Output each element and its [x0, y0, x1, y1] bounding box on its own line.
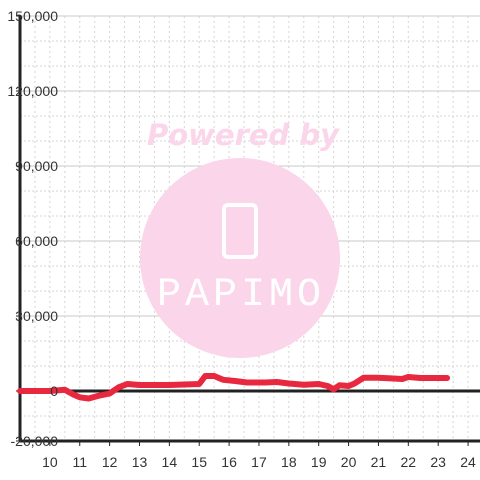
y-tick-label: 90,000 — [15, 158, 58, 174]
watermark-brand: PAPIMO — [157, 273, 325, 318]
data-point — [392, 378, 394, 379]
data-point — [363, 377, 365, 379]
data-point — [303, 384, 305, 386]
y-axis-tick-labels: 150,000 120,000 90,000 60,000 30,000 0 -20,000 — [7, 8, 58, 449]
data-point — [419, 377, 421, 379]
data-point — [138, 384, 140, 386]
data-point — [19, 390, 21, 392]
data-point — [276, 381, 278, 383]
data-point — [79, 396, 81, 398]
data-point — [234, 380, 236, 382]
data-point — [109, 393, 111, 394]
data-point — [437, 377, 439, 379]
data-point — [264, 382, 266, 383]
data-point — [127, 383, 129, 385]
data-point — [204, 375, 206, 377]
x-tick-label: 19 — [311, 454, 327, 470]
data-point — [198, 383, 200, 385]
data-point — [64, 389, 66, 391]
y-tick-label: -20,000 — [11, 433, 59, 449]
data-point — [49, 390, 51, 392]
series-line-0 — [17, 373, 451, 402]
data-point — [168, 384, 170, 386]
y-tick-label: 0 — [50, 383, 58, 399]
data-point — [327, 385, 329, 387]
data-point — [333, 388, 335, 390]
x-tick-label: 23 — [430, 454, 446, 470]
watermark: Powered by PAPIMO — [140, 118, 340, 358]
data-point — [97, 395, 99, 397]
data-point — [183, 384, 185, 385]
data-point — [118, 386, 120, 388]
data-point — [288, 383, 290, 384]
x-tick-label: 11 — [72, 454, 87, 470]
y-tick-label: 60,000 — [15, 233, 58, 249]
x-tick-label: 16 — [221, 454, 237, 470]
x-axis-tick-labels: 10 11 12 13 14 15 16 17 18 19 20 21 22 23 24 — [42, 454, 476, 470]
data-point — [213, 375, 215, 377]
axes — [16, 15, 480, 446]
series-layer — [17, 373, 451, 402]
x-tick-label: 14 — [162, 454, 178, 470]
x-tick-label: 22 — [401, 454, 417, 470]
phone-icon — [222, 203, 258, 259]
x-tick-label: 13 — [132, 454, 148, 470]
data-point — [222, 379, 224, 381]
x-tick-label: 17 — [251, 454, 267, 470]
data-point — [339, 384, 341, 386]
y-tick-label: 150,000 — [7, 8, 58, 24]
watermark-caption: Powered by — [147, 118, 340, 152]
data-point — [246, 382, 248, 383]
data-point — [153, 384, 155, 386]
data-point — [377, 377, 379, 379]
x-tick-label: 24 — [460, 454, 476, 470]
x-tick-label: 15 — [191, 454, 207, 470]
data-point — [354, 383, 356, 384]
x-tick-label: 20 — [341, 454, 357, 470]
y-tick-label: 120,000 — [7, 83, 58, 99]
data-point — [88, 398, 90, 399]
x-tick-label: 12 — [102, 454, 118, 470]
data-point — [407, 376, 409, 378]
x-tick-label: 18 — [281, 454, 297, 470]
x-tick-label: 10 — [42, 454, 58, 470]
data-point — [73, 394, 75, 396]
data-point — [348, 385, 350, 387]
data-point — [446, 377, 448, 379]
data-point — [401, 378, 403, 380]
y-tick-label: 30,000 — [15, 308, 58, 324]
data-point — [318, 383, 320, 385]
x-tick-label: 21 — [371, 454, 387, 470]
